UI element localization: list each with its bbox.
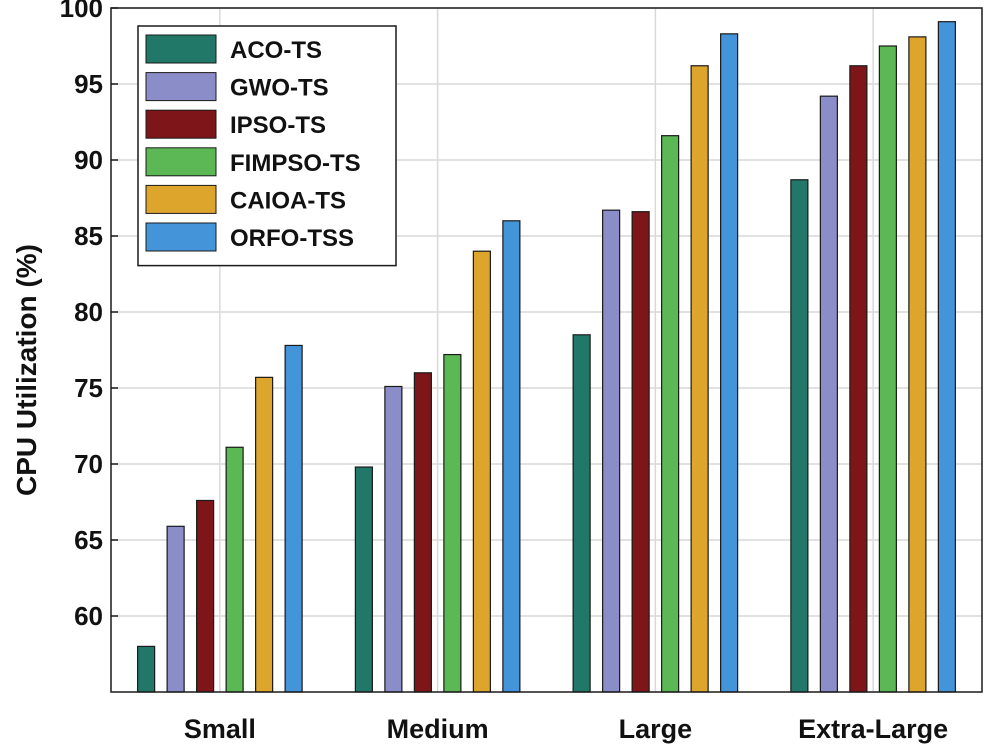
bar-caioa-ts-medium: [472, 250, 491, 693]
bar-caioa-ts-extra-large: [908, 36, 927, 693]
bar-gwo-ts-large: [602, 209, 621, 693]
bar-aco-ts-large: [572, 334, 591, 693]
bar-aco-ts-small: [137, 645, 156, 693]
legend-swatch: [145, 147, 217, 177]
bar-fimpso-ts-extra-large: [878, 45, 897, 693]
y-tick-label: 65: [74, 525, 103, 555]
legend: ACO-TS GWO-TS IPSO-TS FIMPSO-TS CAIOA-TS ORFO…: [137, 25, 397, 267]
bar-caioa-ts-large: [690, 65, 709, 693]
legend-label: IPSO-TS: [230, 112, 326, 139]
plot-frame: [110, 7, 983, 693]
x-category-label: Large: [619, 714, 693, 744]
bars: [137, 21, 956, 693]
bar-aco-ts-extra-large: [790, 179, 809, 693]
legend-swatch: [145, 72, 217, 102]
bar-orfo-tss-medium: [502, 220, 521, 693]
bar-gwo-ts-small: [166, 525, 185, 693]
bar-orfo-tss-small: [284, 344, 303, 693]
bar-fimpso-ts-medium: [443, 353, 462, 693]
legend-swatch: [145, 184, 217, 214]
bar-ipso-ts-large: [631, 211, 650, 693]
y-axis-title: CPU Utilization (%): [11, 244, 42, 496]
x-category-label: Extra-Large: [798, 714, 948, 744]
bar-gwo-ts-extra-large: [819, 95, 838, 693]
bar-ipso-ts-small: [196, 499, 215, 693]
legend-label: ORFO-TSS: [230, 225, 354, 252]
x-category-label: Small: [184, 714, 256, 744]
bar-gwo-ts-medium: [384, 385, 403, 693]
y-tick-label: 85: [74, 221, 103, 251]
legend-label: GWO-TS: [230, 75, 329, 102]
y-tick-label: 90: [74, 145, 103, 175]
x-axis-categories: Small Medium Large Extra-Large: [184, 714, 948, 744]
legend-label: CAIOA-TS: [230, 187, 346, 214]
x-category-label: Medium: [387, 714, 489, 744]
legend-swatch: [145, 34, 217, 64]
y-tick-label: 75: [74, 373, 103, 403]
y-tick-label: 100: [60, 0, 103, 23]
legend-label: ACO-TS: [230, 37, 322, 64]
bar-orfo-tss-extra-large: [937, 21, 956, 693]
y-tick-label: 70: [74, 449, 103, 479]
legend-label: FIMPSO-TS: [230, 150, 361, 177]
y-tick-label: 80: [74, 297, 103, 327]
bar-fimpso-ts-small: [225, 446, 244, 693]
y-tick-label: 95: [74, 69, 103, 99]
bar-aco-ts-medium: [354, 466, 373, 693]
bar-ipso-ts-extra-large: [849, 65, 868, 693]
bar-orfo-tss-large: [720, 33, 739, 693]
legend-swatch: [145, 222, 217, 252]
legend-swatch: [145, 109, 217, 139]
y-tick-label: 60: [74, 601, 103, 631]
bar-caioa-ts-small: [255, 376, 274, 693]
bar-fimpso-ts-large: [661, 135, 680, 693]
y-axis-ticks: 60 65 70 75 80 85 90 95 100: [60, 0, 118, 631]
bar-ipso-ts-medium: [413, 372, 432, 693]
